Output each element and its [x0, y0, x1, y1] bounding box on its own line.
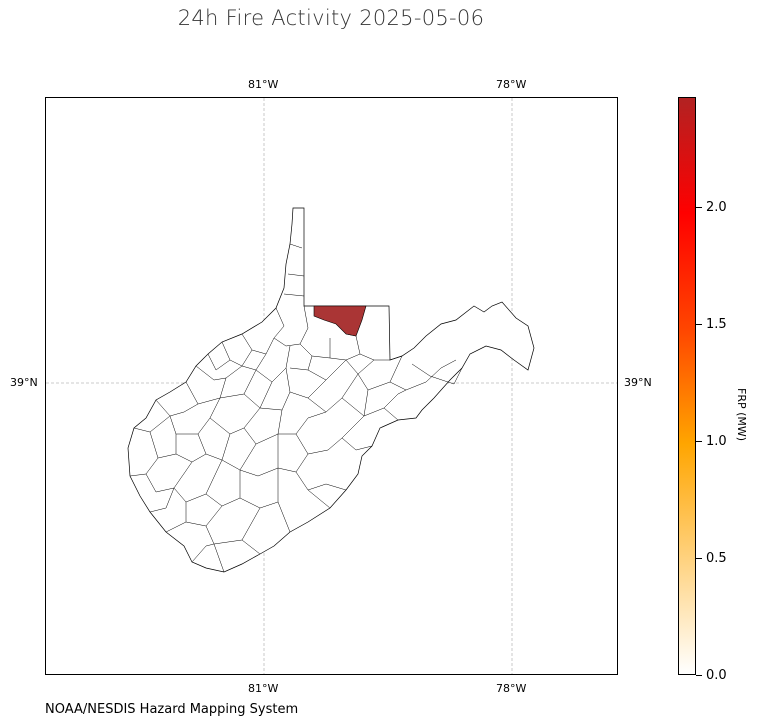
colorbar-tick-0	[696, 675, 702, 676]
colorbar	[678, 97, 696, 675]
colorbar-tick-1_5	[696, 324, 702, 325]
lon-tick-top-78w: 78°W	[496, 78, 527, 91]
colorbar-title: FRP (MW)	[735, 388, 748, 442]
lon-tick-top-81w: 81°W	[248, 78, 279, 91]
data-source-credit: NOAA/NESDIS Hazard Mapping System	[45, 702, 299, 717]
county-boundaries	[129, 243, 463, 573]
colorbar-tick-2_0	[696, 207, 702, 208]
lon-tick-bottom-78w: 78°W	[496, 682, 527, 695]
lat-tick-right-39n: 39°N	[624, 376, 652, 389]
lat-tick-left-39n: 39°N	[10, 376, 38, 389]
colorbar-label-1_5: 1.5	[706, 317, 727, 332]
colorbar-label-0: 0.0	[706, 668, 727, 683]
map-panel[interactable]	[45, 97, 618, 675]
colorbar-label-0_5: 0.5	[706, 551, 727, 566]
map-title: 24h Fire Activity 2025-05-06	[177, 6, 485, 30]
colorbar-label-2_0: 2.0	[706, 200, 727, 215]
colorbar-tick-1_0	[696, 441, 702, 442]
state-outline	[127, 207, 535, 573]
map-canvas	[46, 98, 617, 674]
fire-county[interactable]	[313, 305, 367, 337]
colorbar-tick-0_5	[696, 558, 702, 559]
colorbar-label-1_0: 1.0	[706, 434, 727, 449]
lon-tick-bottom-81w: 81°W	[248, 682, 279, 695]
